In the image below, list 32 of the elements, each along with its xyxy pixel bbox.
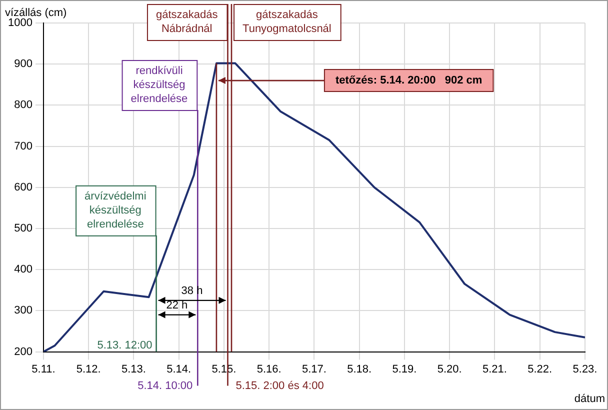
y-tick-label: 500 — [14, 222, 32, 235]
x-axis-title: dátum — [574, 393, 605, 406]
annotation: 5.14. 10:00 — [138, 380, 193, 392]
annotation: tetőzés: 5.14. 20:00 902 cm — [335, 74, 482, 87]
ref-line-label: gátszakadás Tunyogmatolcsnál — [242, 9, 332, 36]
x-tick-label: 5.12. — [76, 363, 101, 376]
annotation: 5.15. 2:00 és 4:00 — [236, 380, 324, 392]
x-tick-label: 5.13. — [121, 363, 146, 376]
y-tick-label: 1000 — [8, 17, 32, 30]
x-tick-label: 5.11. — [32, 363, 56, 376]
x-tick-label: 5.22. — [528, 363, 552, 376]
x-tick-label: 5.14. — [166, 363, 192, 376]
y-tick-label: 900 — [14, 58, 32, 70]
y-tick-label: 300 — [14, 304, 32, 317]
annotation: 22 h — [166, 299, 188, 312]
x-tick-label: 5.20. — [437, 363, 462, 376]
ref-line-label: rendkívüli készültség elrendelése — [130, 65, 188, 106]
y-tick-label: 600 — [14, 181, 32, 194]
annotation: 5.13. 12:00 — [97, 340, 152, 352]
x-tick-label: 5.17. — [302, 363, 326, 376]
y-tick-label: 200 — [14, 346, 32, 358]
y-tick-label: 700 — [14, 140, 32, 152]
x-tick-label: 5.23. — [572, 363, 598, 376]
y-axis-title: vízállás (cm) — [5, 7, 67, 20]
y-tick-label: 400 — [14, 264, 32, 276]
ref-line-label: árvízvédelmi készültség elrendelése — [84, 190, 146, 230]
y-tick-label: 800 — [14, 99, 32, 112]
ref-line-label: gátszakadás Nábrádnál — [156, 9, 218, 36]
x-tick-label: 5.16. — [256, 363, 282, 376]
x-tick-label: 5.21. — [482, 363, 507, 376]
x-tick-label: 5.18. — [347, 363, 372, 376]
x-tick-label: 5.19. — [392, 363, 417, 376]
